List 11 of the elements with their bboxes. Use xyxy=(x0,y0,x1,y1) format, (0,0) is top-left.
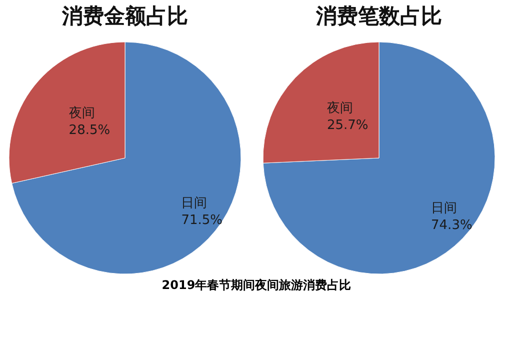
data-label: 74.3% xyxy=(431,218,472,233)
slice-label: 夜间 xyxy=(326,100,353,116)
data-label: 28.5% xyxy=(68,122,110,138)
chart-title: 消费笔数占比 xyxy=(315,3,442,28)
data-label: 71.5% xyxy=(181,213,223,228)
text: 2019年春节期间夜间旅游消费占比 xyxy=(160,277,352,294)
slice-label: 夜间 xyxy=(68,104,95,121)
data-label: 25.7% xyxy=(326,118,368,134)
slice-label: 日间 xyxy=(181,196,208,212)
chart-title: 消费金额占比 xyxy=(61,3,188,28)
slice-label: 日间 xyxy=(431,200,458,216)
